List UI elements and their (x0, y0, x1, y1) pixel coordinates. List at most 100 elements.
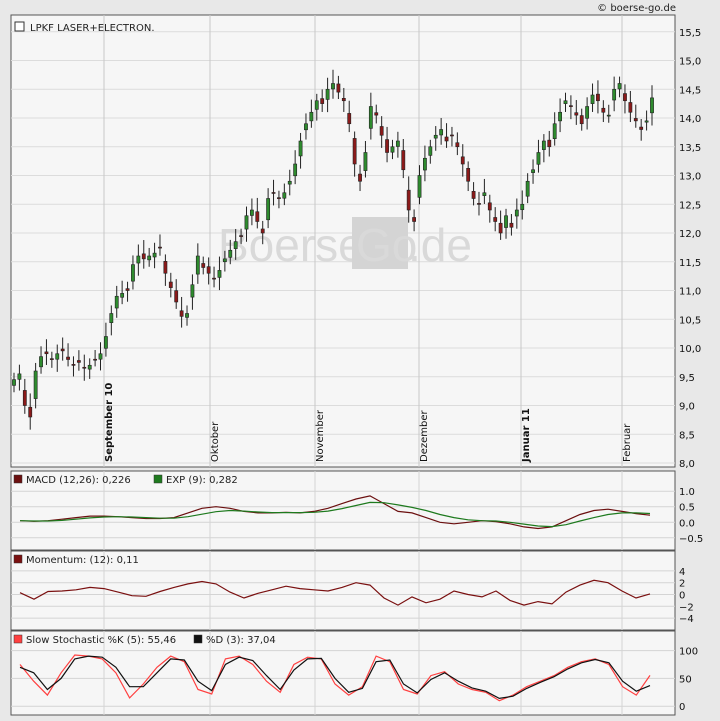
month-label: Oktober (210, 421, 221, 462)
candle-body (114, 295, 119, 309)
price-tick-label: 13,5 (679, 143, 701, 154)
candle-body (87, 364, 92, 370)
stochastic-panel-legend-label: %D (3): 37,04 (206, 635, 276, 646)
stochastic-panel-tick-label: 50 (679, 674, 692, 685)
candle-body (120, 293, 125, 298)
momentum-panel-tick-label: −4 (679, 614, 694, 625)
candle-body (596, 93, 600, 102)
macd-panel-tick-label: 0.0 (679, 518, 695, 529)
price-panel: 8,0 8,5 9,0 9,5 10,0 10,5 11,0 11,5 12,0 12,5 13,0… (10, 14, 701, 470)
candle-body (28, 406, 33, 418)
candle-body (255, 211, 260, 222)
watermark-box (352, 217, 408, 269)
candle-body (606, 114, 611, 117)
price-panel-frame (10, 14, 676, 468)
chart-title: LPKF LASER+ELECTRON. (30, 23, 155, 34)
candle-body (428, 146, 433, 156)
momentum-panel-tick-label: 2 (679, 579, 685, 590)
candle-body (644, 120, 649, 123)
momentum-panel-series-line (19, 579, 651, 606)
watermark-text: Go (356, 219, 417, 271)
candle-body (439, 129, 444, 136)
candle-body (531, 169, 535, 173)
candle-body (401, 150, 406, 171)
candle-body (633, 118, 638, 122)
price-tick-label: 13,0 (679, 172, 701, 183)
stochastic-panel: 100 50 0 Slow Stochastic %K (5): 55,46 %D (3… (10, 630, 698, 716)
candle-body (514, 209, 519, 217)
candle-body (358, 173, 362, 182)
candle-body (185, 313, 189, 318)
month-label: September 10 (104, 383, 115, 462)
candle-body (406, 189, 411, 211)
stochastic-panel-tick-label: 100 (679, 647, 698, 658)
candle-body (33, 370, 38, 399)
candle-body (423, 157, 427, 171)
candle-body (125, 288, 130, 291)
candle-body (222, 258, 227, 263)
candle-body (639, 126, 644, 130)
candle-body (239, 235, 243, 237)
month-label: Januar 11 (521, 408, 532, 463)
watermark-text: Boerse (218, 219, 364, 271)
macd-panel-frame (10, 470, 676, 551)
stochastic-panel-legend-swatch (13, 634, 23, 644)
candle-body (650, 97, 654, 114)
stochastic-panel-series-line (19, 654, 651, 702)
candle-body (444, 136, 449, 142)
candle-body (498, 222, 503, 234)
month-label: November (315, 409, 326, 462)
price-tick-label: 8,5 (679, 430, 695, 441)
candle-body (152, 252, 157, 258)
month-label: Dezember (419, 410, 430, 462)
candle-body (314, 100, 319, 110)
candle-body (412, 217, 417, 222)
candle-body (287, 180, 292, 185)
candle-body (395, 140, 400, 147)
candle-body (433, 134, 438, 139)
momentum-panel-frame (10, 550, 676, 631)
candle-body (147, 255, 152, 261)
stochastic-panel-legend-swatch (193, 634, 203, 644)
candle-body (266, 198, 271, 221)
candle-body (379, 126, 384, 136)
candle-body (455, 142, 460, 148)
candle-body (12, 379, 16, 386)
source-credit[interactable]: © boerse-go.de (597, 3, 676, 14)
candle-body (320, 98, 325, 104)
price-tick-label: 12,0 (679, 229, 701, 240)
candle-body (271, 192, 276, 194)
candle-body (347, 113, 352, 125)
momentum-panel-tick-label: 0 (679, 591, 685, 602)
candle-body (628, 102, 633, 113)
candle-body (482, 192, 487, 196)
macd-panel-series-line (19, 501, 651, 528)
candle-body (217, 270, 222, 278)
price-tick-label: 12,5 (679, 200, 701, 211)
candle-body (623, 93, 627, 102)
candle-body (509, 222, 514, 228)
momentum-panel: 420−2−4 Momentum: (12): 0,11 (10, 550, 694, 631)
candle-body (293, 163, 298, 177)
month-label: Februar (622, 423, 633, 462)
candle-body (541, 140, 546, 150)
candle-body (585, 106, 590, 119)
candle-body (228, 249, 233, 258)
candle-body (136, 255, 141, 264)
stochastic-panel-legend-label: Slow Stochastic %K (5): 55,46 (26, 635, 176, 646)
candle-body (471, 191, 476, 199)
candle-body (520, 203, 525, 211)
candle-body (44, 351, 49, 355)
candle-body (385, 139, 389, 153)
macd-panel-tick-label: 0.5 (679, 503, 695, 514)
price-tick-label: 15,5 (679, 28, 701, 39)
candle-body (49, 358, 54, 360)
stochastic-panel-frame (10, 630, 676, 716)
candle-body (563, 100, 568, 104)
price-tick-label: 10,5 (679, 315, 701, 326)
candle-body (22, 390, 27, 406)
macd-panel-legend-swatch (153, 474, 163, 484)
candle-body (552, 123, 557, 139)
candle-body (450, 134, 454, 137)
